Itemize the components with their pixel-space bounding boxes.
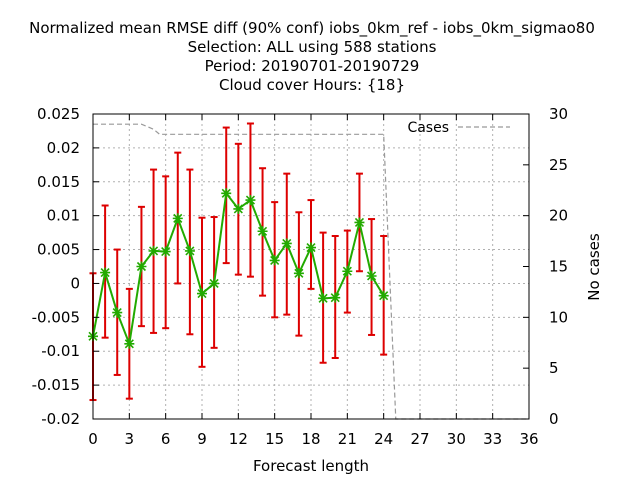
diff-point-22 <box>354 217 365 228</box>
diff-point-14 <box>257 226 268 237</box>
diff-point-6 <box>160 246 171 257</box>
x-tick-label: 12 <box>229 430 248 448</box>
diff-point-15 <box>269 255 280 266</box>
diff-marker <box>342 266 353 277</box>
diff-marker <box>366 270 377 281</box>
diff-marker <box>269 255 280 266</box>
diff-marker <box>221 188 232 199</box>
x-tick-label: 21 <box>338 430 357 448</box>
x-tick-label: 33 <box>483 430 502 448</box>
x-tick-label: 18 <box>301 430 320 448</box>
title-line-1: Normalized mean RMSE diff (90% conf) iob… <box>29 19 595 38</box>
title-line-2: Selection: ALL using 588 stations <box>188 38 437 56</box>
y2-axis-label: No cases <box>585 233 603 301</box>
y-tick-label: -0.02 <box>41 410 80 428</box>
diff-point-18 <box>306 242 316 253</box>
y-tick-label: 0.02 <box>47 139 80 157</box>
diff-marker <box>318 293 329 304</box>
diff-marker <box>378 290 389 301</box>
diff-point-7 <box>172 213 183 224</box>
axis-ticks: 0 3 6 9 12 15 18 21 24 27 30 33 36-0.02-0.015-0.01-0… <box>32 105 568 448</box>
diff-marker <box>197 288 207 299</box>
x-axis-label: Forecast length <box>253 457 369 475</box>
y-tick-label: 0 <box>70 274 80 292</box>
diff-point-11 <box>221 188 232 199</box>
diff-point-2 <box>112 307 123 318</box>
diff-point-10 <box>209 278 220 289</box>
y-tick-label: -0.01 <box>41 342 80 360</box>
x-tick-label: 30 <box>447 430 466 448</box>
diff-point-17 <box>293 268 304 279</box>
title-line-4: Cloud cover Hours: {18} <box>219 76 405 94</box>
diff-point-9 <box>197 288 207 299</box>
diff-point-12 <box>233 203 244 214</box>
diff-marker <box>209 278 220 289</box>
diff-series <box>88 188 389 349</box>
cases-series <box>93 123 529 420</box>
y2-tick-label: 30 <box>549 105 568 123</box>
diff-marker <box>100 267 111 278</box>
y-tick-label: -0.015 <box>32 376 80 394</box>
diff-point-21 <box>342 266 353 277</box>
title-line-3: Period: 20190701-20190729 <box>205 57 420 75</box>
diff-point-23 <box>366 270 377 281</box>
legend: Cases <box>407 120 510 136</box>
diff-point-20 <box>330 292 341 303</box>
diff-marker <box>124 338 135 349</box>
y-tick-label: 0.01 <box>47 207 80 225</box>
y2-tick-label: 5 <box>549 359 559 377</box>
legend-label-cases: Cases <box>407 120 449 136</box>
y-tick-label: -0.005 <box>32 308 80 326</box>
y-tick-label: 0.015 <box>37 173 80 191</box>
diff-marker <box>136 261 147 272</box>
diff-point-24 <box>378 290 389 301</box>
y2-tick-label: 10 <box>549 308 568 326</box>
diff-marker <box>172 213 183 224</box>
y2-tick-label: 15 <box>549 258 568 276</box>
diff-point-3 <box>124 338 135 349</box>
y-tick-label: 0.005 <box>37 241 80 259</box>
diff-point-1 <box>100 267 111 278</box>
y-tick-label: 0.025 <box>37 105 80 123</box>
x-tick-label: 6 <box>161 430 171 448</box>
diff-point-13 <box>245 195 256 206</box>
chart-title: Normalized mean RMSE diff (90% conf) iob… <box>29 19 595 94</box>
diff-marker <box>306 242 316 253</box>
diff-marker <box>184 245 195 256</box>
diff-marker <box>112 307 123 318</box>
x-tick-label: 36 <box>519 430 538 448</box>
diff-marker <box>233 203 244 214</box>
x-tick-label: 0 <box>88 430 98 448</box>
diff-point-4 <box>136 261 147 272</box>
diff-marker <box>354 217 365 228</box>
diff-point-16 <box>281 238 292 249</box>
x-tick-label: 24 <box>374 430 393 448</box>
error-bars <box>89 122 388 402</box>
diff-point-19 <box>318 293 329 304</box>
diff-point-5 <box>148 245 159 256</box>
diff-marker <box>293 268 304 279</box>
diff-marker <box>160 246 171 257</box>
x-tick-label: 15 <box>265 430 284 448</box>
y2-tick-label: 0 <box>549 410 559 428</box>
cases-line <box>93 123 529 420</box>
diff-marker <box>245 195 256 206</box>
diff-point-8 <box>184 245 195 256</box>
diff-marker <box>257 226 268 237</box>
diff-marker <box>148 245 159 256</box>
x-tick-label: 27 <box>410 430 429 448</box>
y2-tick-label: 20 <box>549 207 568 225</box>
diff-marker <box>281 238 292 249</box>
diff-marker <box>330 292 341 303</box>
x-tick-label: 3 <box>125 430 135 448</box>
x-tick-label: 9 <box>197 430 207 448</box>
y2-tick-label: 25 <box>549 156 568 174</box>
